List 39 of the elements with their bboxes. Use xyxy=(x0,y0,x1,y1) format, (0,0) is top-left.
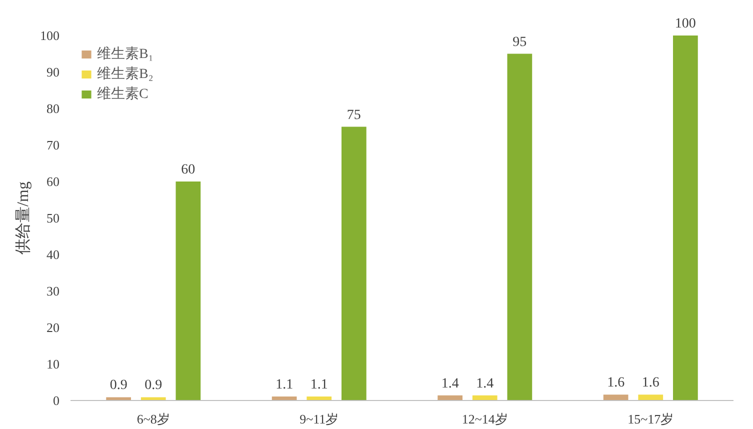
bar xyxy=(603,394,628,400)
legend-label: 维生素B₁ xyxy=(97,45,154,63)
y-tick-label: 0 xyxy=(53,393,60,408)
data-label: 1.4 xyxy=(476,376,494,392)
data-label: 0.9 xyxy=(144,378,162,394)
bar xyxy=(342,126,366,400)
bar xyxy=(106,397,131,400)
bar xyxy=(638,394,664,400)
y-tick-label: 20 xyxy=(46,320,60,335)
bar xyxy=(140,397,166,400)
data-label: 0.9 xyxy=(110,378,128,394)
data-label: 1.1 xyxy=(310,377,328,392)
bar xyxy=(507,54,532,400)
y-tick-label: 40 xyxy=(46,247,60,262)
bar xyxy=(673,36,698,400)
y-tick-label: 10 xyxy=(46,356,60,372)
y-tick-label: 70 xyxy=(46,138,60,152)
y-tick-label: 50 xyxy=(46,210,60,226)
x-tick-label: 6~8岁 xyxy=(136,412,170,426)
bar xyxy=(176,182,201,400)
legend-label: 维生素B₂ xyxy=(97,65,154,83)
y-tick-label: 100 xyxy=(40,28,60,43)
data-label: 1.6 xyxy=(642,376,660,391)
data-label: 75 xyxy=(346,108,361,123)
y-tick-label: 90 xyxy=(46,64,60,80)
data-label: 60 xyxy=(181,162,196,178)
y-tick-label: 60 xyxy=(46,174,60,189)
x-tick-label: 12~14岁 xyxy=(462,412,508,426)
data-label: 1.1 xyxy=(276,377,294,392)
y-tick-label: 80 xyxy=(46,101,60,116)
x-tick-label: 15~17岁 xyxy=(628,412,674,426)
data-label: 1.4 xyxy=(441,376,459,392)
y-tick-label: 30 xyxy=(46,284,60,298)
legend-label: 维生素C xyxy=(97,85,148,103)
data-label: 1.6 xyxy=(607,376,625,391)
y-axis-title: 供给量/mg xyxy=(15,182,32,254)
data-label: 95 xyxy=(512,34,527,50)
x-tick-label: 9~11岁 xyxy=(300,412,339,426)
data-label: 100 xyxy=(674,16,696,32)
